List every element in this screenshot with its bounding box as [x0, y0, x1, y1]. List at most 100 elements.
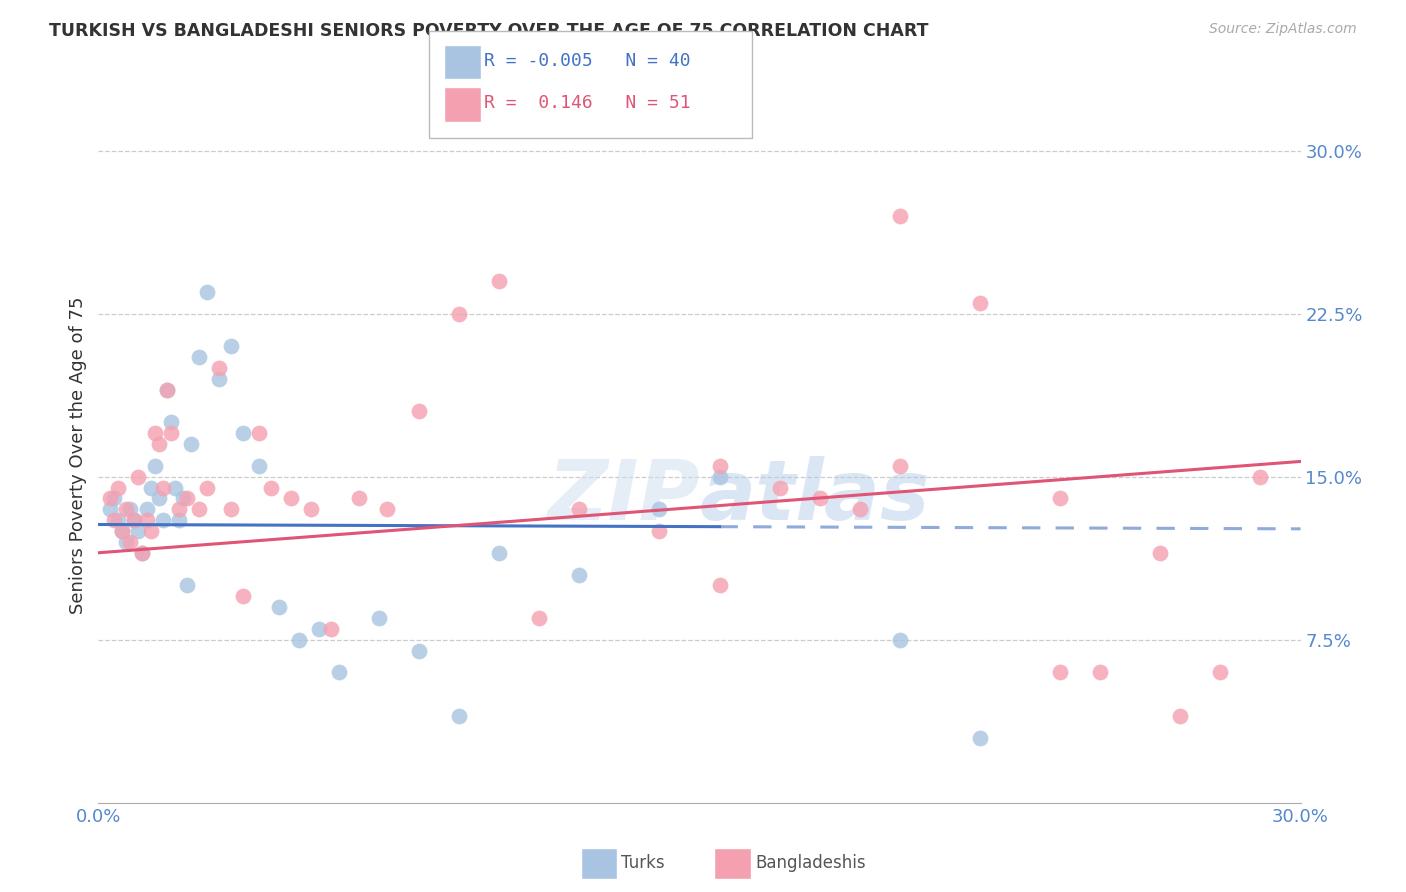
Point	[1088, 665, 1111, 680]
Point	[115, 502, 138, 516]
Point	[139, 524, 162, 538]
Point	[148, 491, 170, 506]
Y-axis label: Seniors Poverty Over the Age of 75: Seniors Poverty Over the Age of 75	[69, 296, 87, 614]
Point	[131, 546, 153, 560]
Point	[115, 535, 138, 549]
Point	[120, 502, 142, 516]
Point	[232, 589, 254, 603]
Point	[1209, 665, 1232, 680]
Point	[131, 546, 153, 560]
Point	[328, 665, 350, 680]
Point	[187, 502, 209, 516]
Point	[176, 578, 198, 592]
Point	[568, 567, 591, 582]
Text: ZIP: ZIP	[547, 456, 699, 537]
Point	[195, 285, 218, 299]
Point	[568, 502, 591, 516]
Text: Bangladeshis: Bangladeshis	[755, 855, 866, 872]
Point	[969, 295, 991, 310]
Point	[128, 524, 150, 538]
Point	[135, 502, 157, 516]
Point	[247, 458, 270, 473]
Point	[128, 469, 150, 483]
Point	[889, 632, 911, 647]
Text: R =  0.146   N = 51: R = 0.146 N = 51	[484, 95, 690, 112]
Point	[447, 307, 470, 321]
Point	[124, 513, 146, 527]
Point	[139, 481, 162, 495]
Point	[172, 491, 194, 506]
Point	[232, 426, 254, 441]
Point	[219, 502, 242, 516]
Point	[100, 502, 122, 516]
Point	[288, 632, 311, 647]
Point	[103, 491, 125, 506]
Point	[1250, 469, 1272, 483]
Point	[163, 481, 186, 495]
Point	[319, 622, 342, 636]
Point	[124, 513, 146, 527]
Text: Turks: Turks	[621, 855, 665, 872]
Point	[152, 481, 174, 495]
Point	[107, 513, 129, 527]
Point	[135, 513, 157, 527]
Text: atlas: atlas	[699, 456, 931, 537]
Point	[247, 426, 270, 441]
Point	[159, 426, 181, 441]
Point	[849, 502, 872, 516]
Point	[969, 731, 991, 745]
Point	[111, 524, 134, 538]
Point	[280, 491, 302, 506]
Point	[167, 513, 190, 527]
Point	[1170, 708, 1192, 723]
Point	[375, 502, 398, 516]
Point	[111, 524, 134, 538]
Point	[187, 350, 209, 364]
Point	[709, 469, 731, 483]
Point	[347, 491, 370, 506]
Point	[447, 708, 470, 723]
Point	[167, 502, 190, 516]
Point	[208, 372, 231, 386]
Point	[148, 437, 170, 451]
Point	[648, 524, 671, 538]
Point	[152, 513, 174, 527]
Point	[709, 458, 731, 473]
Point	[155, 383, 177, 397]
Text: TURKISH VS BANGLADESHI SENIORS POVERTY OVER THE AGE OF 75 CORRELATION CHART: TURKISH VS BANGLADESHI SENIORS POVERTY O…	[49, 22, 929, 40]
Point	[529, 611, 551, 625]
Point	[103, 513, 125, 527]
Point	[1149, 546, 1171, 560]
Point	[1049, 665, 1071, 680]
Point	[143, 458, 166, 473]
Point	[889, 458, 911, 473]
Text: Source: ZipAtlas.com: Source: ZipAtlas.com	[1209, 22, 1357, 37]
Point	[267, 600, 290, 615]
Point	[159, 415, 181, 429]
Text: R = -0.005   N = 40: R = -0.005 N = 40	[484, 52, 690, 70]
Point	[219, 339, 242, 353]
Point	[889, 209, 911, 223]
Point	[488, 546, 510, 560]
Point	[100, 491, 122, 506]
Point	[768, 481, 790, 495]
Point	[143, 426, 166, 441]
Point	[1049, 491, 1071, 506]
Point	[120, 535, 142, 549]
Point	[107, 481, 129, 495]
Point	[368, 611, 391, 625]
Point	[308, 622, 330, 636]
Point	[709, 578, 731, 592]
Point	[195, 481, 218, 495]
Point	[648, 502, 671, 516]
Point	[808, 491, 831, 506]
Point	[260, 481, 283, 495]
Point	[488, 274, 510, 288]
Point	[180, 437, 202, 451]
Point	[208, 360, 231, 375]
Point	[155, 383, 177, 397]
Point	[299, 502, 322, 516]
Point	[408, 404, 430, 418]
Point	[408, 643, 430, 657]
Point	[176, 491, 198, 506]
